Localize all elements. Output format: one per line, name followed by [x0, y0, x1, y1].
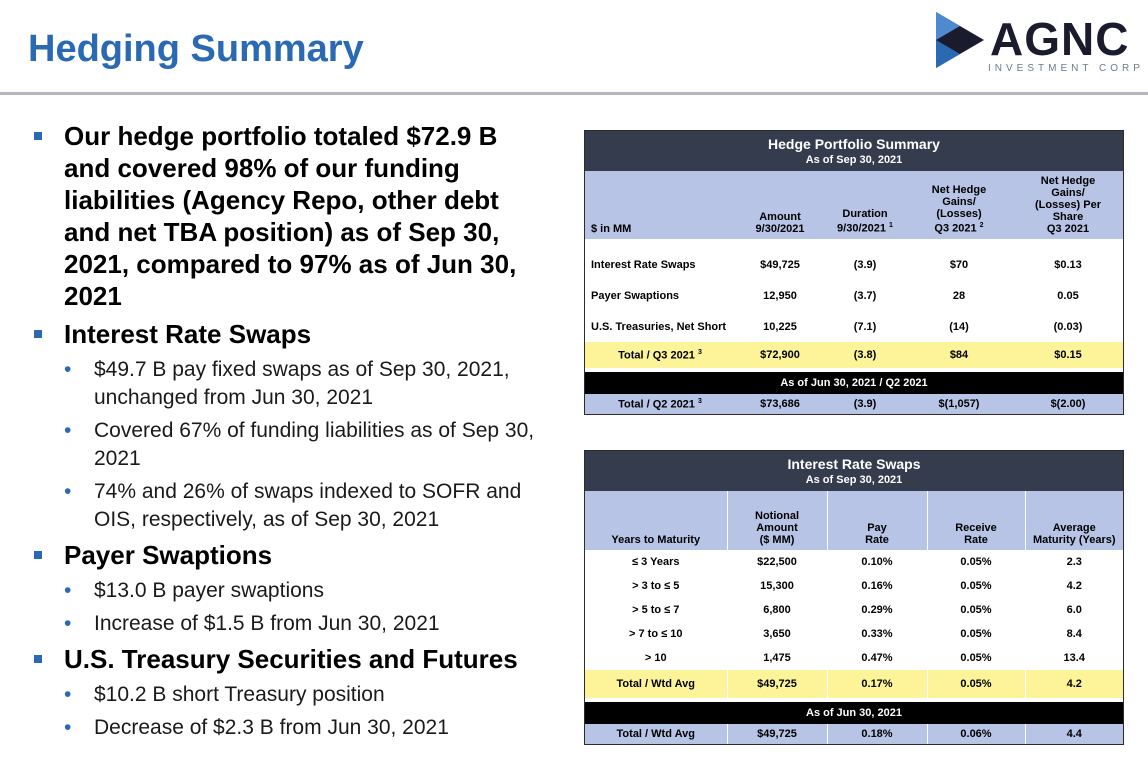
col-avg-maturity: Average Maturity (Years)	[1024, 491, 1123, 550]
hedge-portfolio-table: Hedge Portfolio Summary As of Sep 30, 20…	[584, 130, 1124, 415]
sub-bullet: • Covered 67% of funding liabilities as o…	[64, 419, 535, 470]
prior-total-row: Total / Q2 2021 3 $73,686 (3.9) $(1,057) $(…	[585, 394, 1123, 414]
logo-tagline: INVESTMENT CORP	[988, 63, 1144, 74]
intro-text: Our hedge portfolio totaled $72.9 B and …	[64, 121, 517, 311]
prior-total-row: Total / Wtd Avg $49,725 0.18% 0.06% 4.4	[585, 724, 1123, 744]
bullet-intro: Our hedge portfolio totaled $72.9 B and …	[30, 120, 540, 312]
header-divider	[0, 92, 1148, 95]
table-subtitle: As of Sep 30, 2021	[805, 154, 903, 166]
table-row: > 3 to ≤ 5 15,300 0.16% 0.05% 4.2	[585, 574, 1123, 598]
dot-bullet-icon: •	[64, 419, 72, 442]
col-gains: Net Hedge Gains/(Losses) Q3 2021 2	[905, 171, 1013, 239]
col-per-share: Net Hedge Gains/(Losses) Per Share Q3 2021	[1013, 171, 1123, 239]
logo-mark-icon	[936, 12, 984, 68]
table-row: U.S. Treasuries, Net Short 10,225 (7.1) (14…	[591, 320, 1083, 333]
sub-bullet: • Decrease of $2.3 B from Jun 30, 2021	[30, 714, 540, 742]
col-duration: Duration 9/30/2021 1	[825, 171, 905, 239]
prior-period-bar: As of Jun 30, 2021	[585, 698, 1123, 724]
dot-bullet-icon: •	[64, 358, 72, 381]
dot-bullet-icon: •	[64, 716, 72, 739]
table-row: ≤ 3 Years $22,500 0.10% 0.05% 2.3	[585, 550, 1123, 574]
total-label: Total / Q3 2021 3	[585, 342, 735, 368]
table-row: > 7 to ≤ 10 3,650 0.33% 0.05% 8.4	[585, 622, 1123, 646]
col-label: $ in MM	[585, 171, 735, 239]
sub-bullet: • $49.7 B pay fixed swaps as of Sep 30, 2…	[64, 358, 510, 409]
page-title: Hedging Summary	[28, 28, 364, 70]
sub-bullet: • Increase of $1.5 B from Jun 30, 2021	[30, 610, 540, 638]
col-notional: Notional Amount ($ MM)	[726, 491, 827, 550]
interest-rate-swaps-table: Interest Rate Swaps As of Sep 30, 2021 Y…	[584, 450, 1124, 745]
bullet-heading: Interest Rate Swaps	[30, 318, 540, 350]
logo-wordmark: AGNC	[990, 13, 1130, 65]
dot-bullet-icon: •	[64, 480, 72, 503]
sub-bullet: • $10.2 B short Treasury position	[30, 681, 540, 709]
bullet-list: Our hedge portfolio totaled $72.9 B and …	[30, 120, 540, 747]
square-bullet-icon	[34, 551, 42, 559]
column-headers: $ in MM Amount 9/30/2021 Duration 9/30/202…	[585, 171, 1123, 239]
col-amount: Amount 9/30/2021	[735, 171, 825, 239]
square-bullet-icon	[34, 132, 42, 140]
table-header: Hedge Portfolio Summary As of Sep 30, 20…	[585, 131, 1123, 171]
bullet-heading: Payer Swaptions	[30, 539, 540, 571]
table-header: Interest Rate Swaps As of Sep 30, 2021	[585, 451, 1123, 491]
table-row: > 10 1,475 0.47% 0.05% 13.4	[585, 646, 1123, 670]
prior-period-bar: As of Jun 30, 2021 / Q2 2021	[585, 368, 1123, 394]
total-row: Total / Wtd Avg $49,725 0.17% 0.05% 4.2	[585, 670, 1123, 698]
square-bullet-icon	[34, 330, 42, 338]
dot-bullet-icon: •	[64, 612, 72, 635]
square-bullet-icon	[34, 655, 42, 663]
table-row: Payer Swaptions 12,950 (3.7) 28 0.05	[591, 289, 1079, 302]
prior-total-label: Total / Q2 2021 3	[585, 394, 735, 414]
table-row: > 5 to ≤ 7 6,800 0.29% 0.05% 6.0	[585, 598, 1123, 622]
col-years: Years to Maturity	[585, 491, 727, 550]
bullet-heading: U.S. Treasury Securities and Futures	[30, 643, 540, 675]
col-receive-rate: Receive Rate	[926, 491, 1025, 550]
column-headers: Years to Maturity Notional Amount ($ MM) P…	[585, 491, 1123, 550]
sub-bullet: • $13.0 B payer swaptions	[30, 577, 540, 605]
sub-bullet: • 74% and 26% of swaps indexed to SOFR an…	[64, 480, 522, 531]
dot-bullet-icon: •	[64, 683, 72, 706]
table-subtitle: As of Sep 30, 2021	[805, 474, 903, 486]
dot-bullet-icon: •	[64, 579, 72, 602]
col-pay-rate: Pay Rate	[826, 491, 927, 550]
table-title: Hedge Portfolio Summary	[768, 136, 940, 152]
total-row: Total / Q3 2021 3 $72,900 (3.8) $84 $0.15	[585, 342, 1123, 368]
table-title: Interest Rate Swaps	[787, 456, 921, 472]
table-row: Interest Rate Swaps $49,725 (3.9) $70 $0.13	[591, 258, 1082, 271]
spacer-row	[585, 239, 1123, 249]
agnc-logo: AGNC INVESTMENT CORP	[934, 10, 1140, 80]
